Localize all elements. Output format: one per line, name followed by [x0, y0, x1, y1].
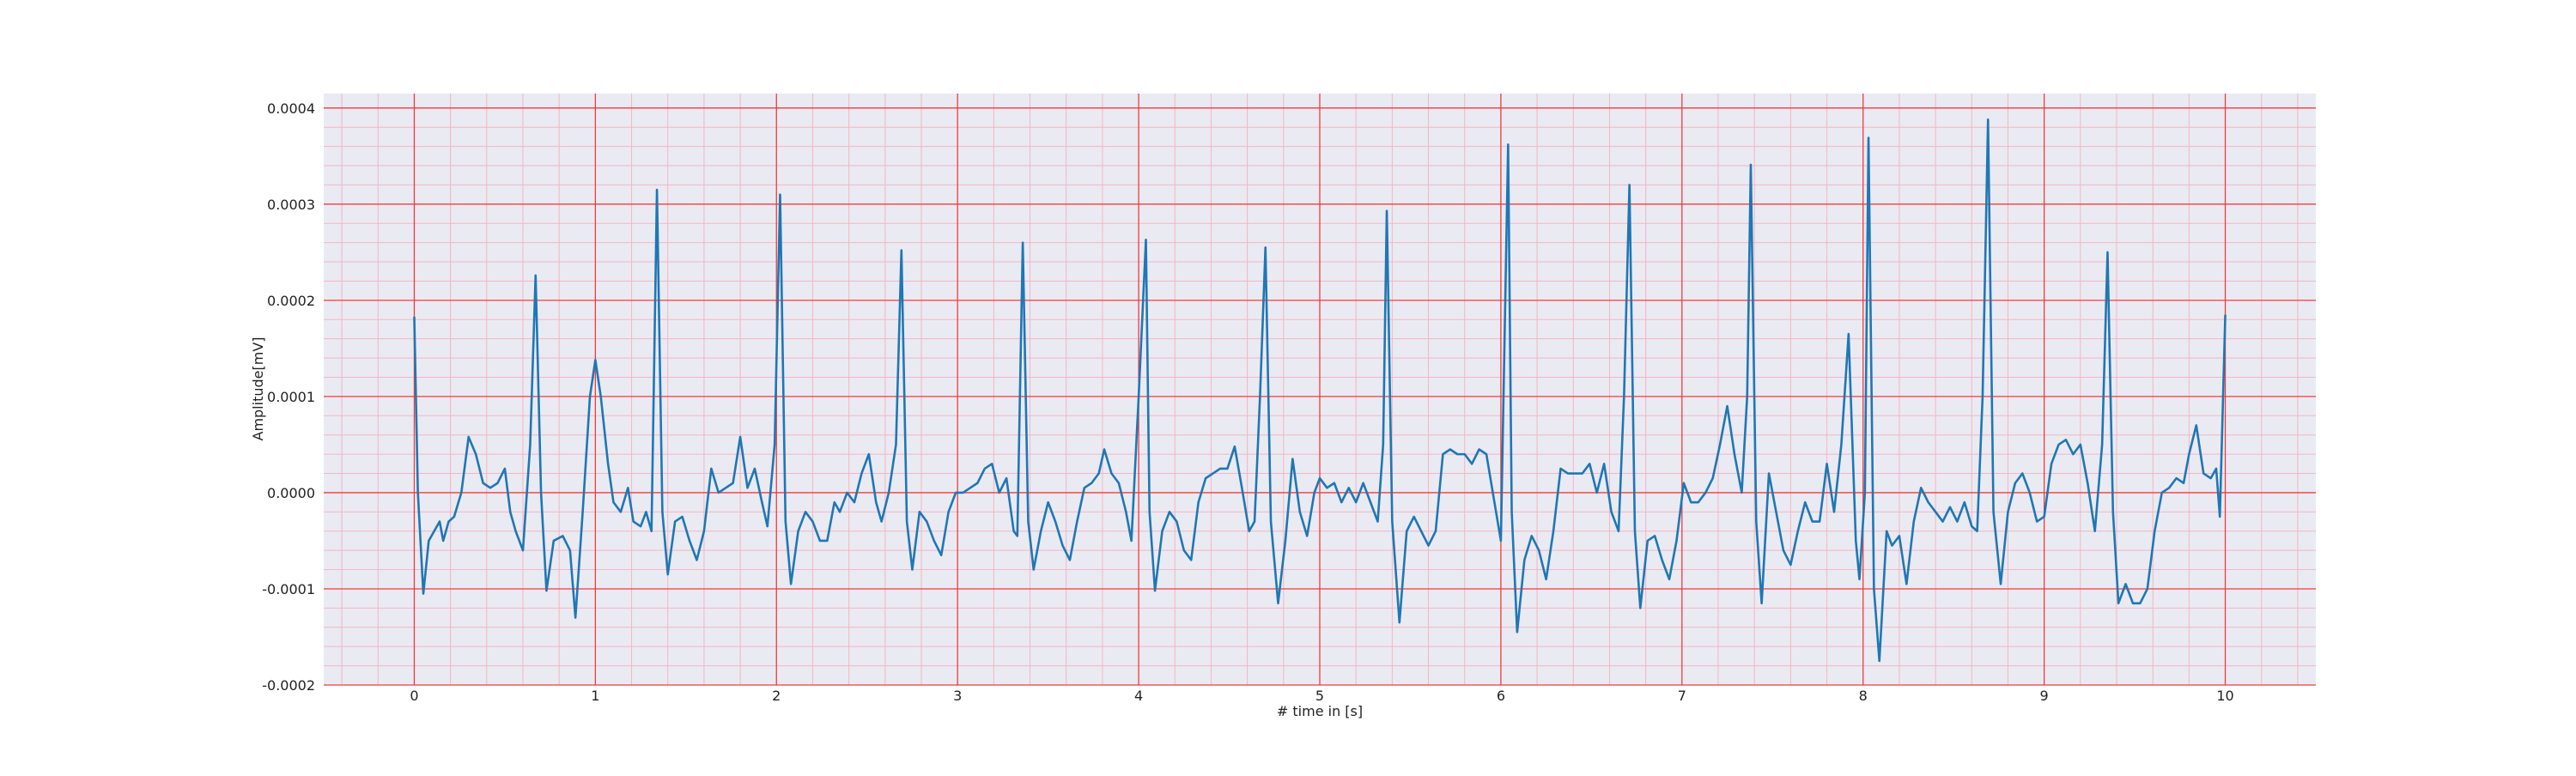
x-tick-label: 1: [591, 688, 599, 704]
y-tick-label: 0.0002: [267, 293, 315, 309]
y-tick-label: 0.0000: [267, 485, 315, 501]
y-tick-label: 0.0004: [267, 100, 315, 117]
y-axis-label: Amplitude[mV]: [250, 336, 266, 440]
x-tick-label: 6: [1497, 688, 1505, 704]
x-tick-label: 5: [1315, 688, 1324, 704]
y-tick-label: 0.0001: [267, 389, 315, 405]
x-tick-label: 7: [1678, 688, 1686, 704]
x-tick-label: 8: [1859, 688, 1868, 704]
x-tick-label: 9: [2040, 688, 2049, 704]
y-tick-label: 0.0003: [267, 197, 315, 213]
x-tick-label: 4: [1134, 688, 1143, 704]
x-tick-label: 3: [953, 688, 962, 704]
x-tick-label: 0: [410, 688, 418, 704]
x-tick-label: 2: [772, 688, 781, 704]
y-tick-label: -0.0001: [262, 581, 315, 597]
x-tick-label: 10: [2216, 688, 2233, 704]
y-tick-label: -0.0002: [262, 677, 315, 694]
x-axis-label: # time in [s]: [1277, 703, 1363, 719]
ecg-line: [413, 118, 2227, 663]
